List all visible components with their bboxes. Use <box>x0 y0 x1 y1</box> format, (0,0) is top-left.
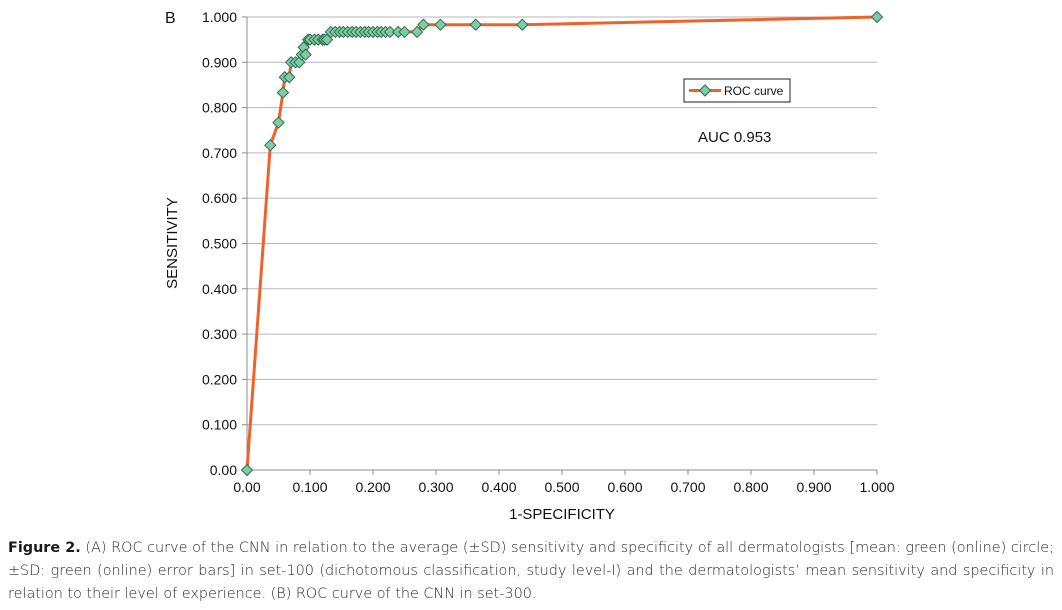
x-tick-label: 0.300 <box>418 479 453 495</box>
x-tick-labels: 0.00 0.100 0.200 0.300 0.400 0.500 0.600 0.700 0… <box>233 479 894 495</box>
roc-data-point <box>417 18 430 31</box>
roc-data-point <box>434 18 447 31</box>
x-tick-label: 0.700 <box>670 479 705 495</box>
x-tick-label: 0.900 <box>796 479 831 495</box>
x-tick-label: 0.400 <box>481 479 516 495</box>
roc-data-point <box>283 71 296 84</box>
roc-data-point <box>264 138 277 152</box>
roc-data-point <box>516 18 529 31</box>
legend: ROC curve <box>683 78 791 103</box>
legend-diamond-marker <box>698 84 712 97</box>
y-tick-label: 0.800 <box>202 100 237 116</box>
x-tick-label: 0.500 <box>544 479 579 495</box>
roc-data-point <box>272 116 285 129</box>
roc-chart: B 0.00 0.100 0.200 0.300 0.400 0.500 0.600 0.70… <box>164 9 895 523</box>
x-axis-title: 1-SPECIFICITY <box>509 506 615 523</box>
y-tick-label: 0.300 <box>202 326 237 342</box>
roc-data-point <box>870 10 884 24</box>
y-tick-label: 0.00 <box>210 462 237 478</box>
y-axis-title: SENSITIVITY <box>164 197 181 289</box>
y-tick-labels: 0.00 0.100 0.200 0.300 0.400 0.500 0.600 0.700 0… <box>202 9 237 478</box>
y-tick-label: 1.000 <box>202 9 237 25</box>
y-tick-label: 0.400 <box>202 281 237 297</box>
y-tick-label: 0.200 <box>202 371 237 387</box>
gridlines <box>247 16 877 426</box>
y-tick-label: 0.500 <box>202 236 237 252</box>
x-tick-label: 1.000 <box>859 479 894 495</box>
x-tick-label: 0.800 <box>733 479 768 495</box>
auc-annotation: AUC 0.953 <box>698 129 771 146</box>
legend-entry-label: ROC curve <box>724 84 784 98</box>
x-tick-label: 0.600 <box>607 479 642 495</box>
y-tick-label: 0.900 <box>202 54 237 70</box>
y-tick-label: 0.700 <box>202 145 237 161</box>
panel-letter: B <box>165 10 176 27</box>
legend-box <box>683 78 791 103</box>
roc-data-point <box>410 25 424 39</box>
y-tick-label: 0.600 <box>202 190 237 206</box>
roc-data-point <box>383 25 397 39</box>
figure-caption: Figure 2. (A) ROC curve of the CNN in re… <box>8 537 1054 606</box>
roc-data-point <box>469 18 482 31</box>
figure-label: Figure 2. <box>8 540 81 556</box>
axes <box>242 16 878 475</box>
y-tick-label: 0.100 <box>202 417 237 433</box>
roc-data-point <box>276 86 290 99</box>
figure-caption-text: (A) ROC curve of the CNN in relation to … <box>8 540 1054 602</box>
roc-data-point <box>398 25 411 39</box>
roc-data-point <box>299 48 312 61</box>
roc-series <box>240 10 884 477</box>
x-tick-label: 0.100 <box>292 479 327 495</box>
x-tick-label: 0.00 <box>233 479 260 495</box>
x-tick-label: 0.200 <box>355 479 390 495</box>
roc-data-point <box>240 463 254 477</box>
